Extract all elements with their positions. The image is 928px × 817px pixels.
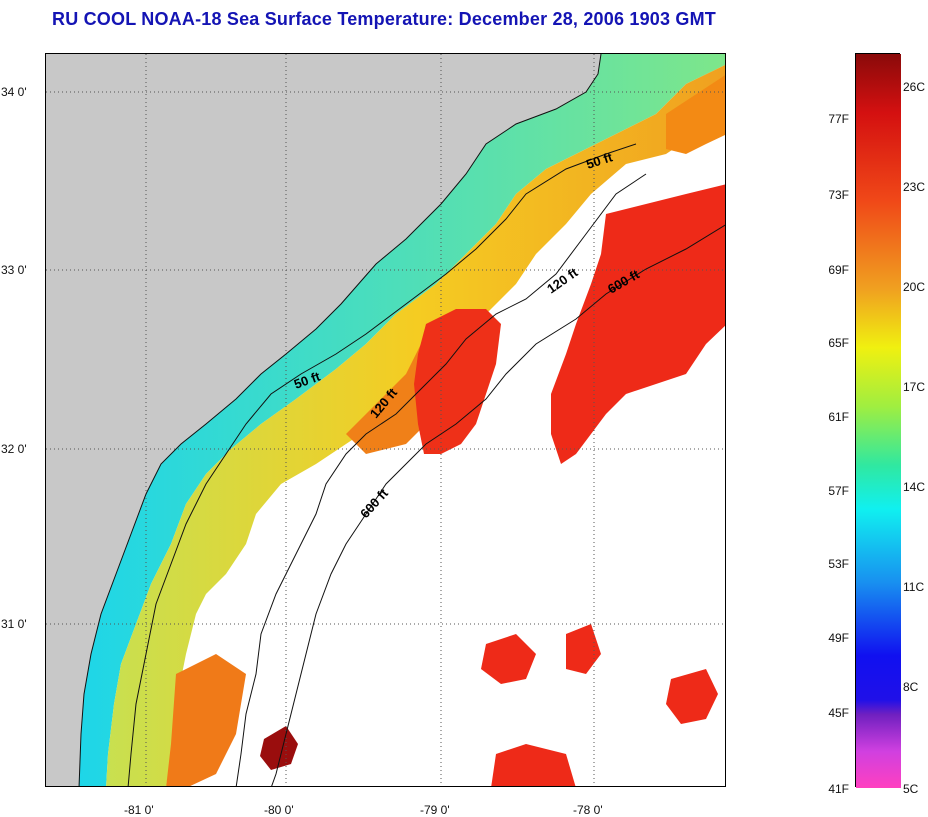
cb-f-69: 69F — [828, 263, 849, 277]
cb-c-11: 11C — [903, 580, 925, 594]
lon-label-79: -79 0' — [420, 803, 450, 817]
cb-c-26: 26C — [903, 80, 926, 94]
cb-c-23: 23C — [903, 180, 926, 194]
cb-f-65: 65F — [828, 336, 849, 350]
sst-map: 50 ft 50 ft 120 ft 120 ft 600 ft 600 ft — [45, 53, 726, 787]
land-area — [46, 54, 601, 786]
lon-label-81: -81 0' — [124, 803, 154, 817]
colorbar-gradient — [856, 54, 901, 788]
map-title: RU COOL NOAA-18 Sea Surface Temperature:… — [52, 9, 716, 29]
lat-label-33: 33 0' — [1, 263, 27, 277]
lon-label-78: -78 0' — [573, 803, 603, 817]
sst-hot-patch-south3 — [491, 744, 576, 786]
sst-warm-patch-north — [666, 75, 725, 154]
cb-c-5: 5C — [903, 782, 919, 796]
sst-hot-patch-south2 — [666, 669, 718, 724]
cb-f-57: 57F — [828, 484, 849, 498]
cb-c-17: 17C — [903, 380, 926, 394]
lon-label-80: -80 0' — [264, 803, 294, 817]
cb-f-53: 53F — [828, 557, 849, 571]
contour-120ft-line — [235, 173, 647, 786]
lat-label-34: 34 0' — [1, 85, 27, 99]
contour-120ft-north: 120 ft — [544, 264, 581, 296]
sst-warm-patch-south — [166, 654, 246, 786]
sst-map-canvas: 50 ft 50 ft 120 ft 120 ft 600 ft 600 ft — [46, 54, 725, 786]
lat-label-31: 31 0' — [1, 617, 27, 631]
cb-f-49: 49F — [828, 631, 849, 645]
contour-50ft-line — [127, 143, 637, 786]
cb-c-20: 20C — [903, 280, 926, 294]
sst-hot-patch-south4 — [566, 624, 601, 674]
cb-f-41: 41F — [828, 782, 849, 796]
cb-c-14: 14C — [903, 480, 926, 494]
sst-mid-band — [106, 64, 725, 786]
cb-f-45: 45F — [828, 706, 849, 720]
graticule — [46, 54, 725, 786]
contour-600ft-south: 600 ft — [357, 485, 391, 521]
cb-c-8: 8C — [903, 680, 919, 694]
lat-label-32: 32 0' — [1, 442, 27, 456]
sst-hot-patch-south1 — [481, 634, 536, 684]
sst-hottest-patch — [260, 726, 298, 770]
temperature-colorbar — [855, 53, 901, 788]
contour-600ft-line — [271, 224, 725, 786]
cb-f-61: 61F — [828, 410, 849, 424]
cb-f-77: 77F — [828, 112, 849, 126]
cb-f-73: 73F — [828, 188, 849, 202]
sst-hot-patch-east — [551, 184, 725, 464]
coastline — [78, 54, 602, 786]
sst-hot-patch-central — [414, 309, 501, 454]
